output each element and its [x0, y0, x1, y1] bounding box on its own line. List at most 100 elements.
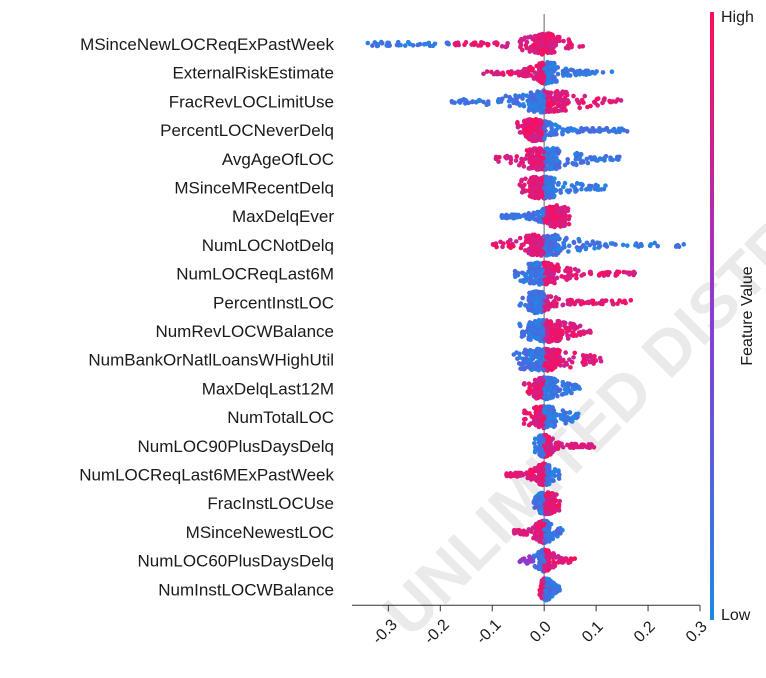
shap-point — [537, 135, 543, 141]
shap-point — [558, 212, 564, 217]
shap-point — [554, 211, 559, 216]
shap-point — [549, 473, 554, 478]
shap-point — [566, 560, 571, 566]
shap-point — [544, 48, 549, 53]
shap-point — [524, 93, 529, 98]
shap-point — [553, 223, 558, 228]
shap-point — [539, 269, 545, 274]
shap-point — [385, 41, 391, 46]
shap-point — [569, 332, 574, 338]
shap-point — [543, 393, 549, 399]
shap-point — [565, 73, 570, 78]
shap-point — [552, 560, 557, 565]
shap-point — [500, 70, 506, 76]
shap-point — [533, 404, 539, 410]
shap-point — [597, 129, 603, 134]
shap-point — [522, 272, 528, 278]
shap-point — [589, 357, 595, 363]
shap-point — [548, 322, 554, 327]
shap-point — [572, 382, 578, 388]
shap-point — [557, 559, 563, 565]
shap-point — [542, 410, 547, 415]
shap-point — [527, 347, 533, 353]
shap-point — [552, 100, 557, 106]
shap-point — [591, 444, 597, 450]
shap-point — [538, 295, 543, 300]
shap-point — [585, 355, 591, 361]
shap-point — [541, 521, 547, 527]
shap-point — [527, 137, 532, 142]
shap-point — [549, 507, 554, 513]
shap-point — [545, 217, 551, 222]
shap-point — [565, 206, 571, 211]
shap-point — [537, 479, 542, 485]
shap-point — [542, 125, 547, 131]
shap-point — [537, 104, 542, 110]
shap-point — [481, 71, 486, 77]
shap-point — [589, 157, 594, 162]
shap-point — [559, 205, 565, 211]
shap-point — [544, 70, 550, 76]
shap-point — [513, 158, 519, 163]
shap-point — [523, 559, 528, 564]
shap-point — [578, 332, 583, 338]
feature-label: MSinceMRecentDelq — [174, 179, 334, 198]
shap-point — [545, 417, 551, 423]
shap-point — [471, 40, 477, 46]
shap-point — [547, 248, 552, 254]
shap-point — [615, 157, 621, 162]
shap-point — [541, 328, 546, 333]
shap-point — [561, 240, 566, 246]
shap-point — [540, 318, 546, 323]
shap-point — [531, 290, 536, 295]
shap-point — [524, 532, 530, 537]
shap-point — [603, 298, 609, 303]
shap-point — [524, 216, 529, 221]
shap-point — [586, 328, 592, 334]
shap-point — [532, 34, 538, 39]
shap-point — [600, 70, 606, 75]
shap-point — [526, 307, 532, 313]
shap-point — [571, 355, 576, 360]
shap-point — [632, 270, 638, 276]
shap-point — [504, 153, 510, 159]
shap-point — [572, 441, 578, 447]
shap-point — [540, 478, 546, 483]
shap-point — [546, 477, 551, 482]
shap-point — [541, 136, 547, 142]
shap-point — [563, 325, 569, 331]
shap-point — [544, 470, 550, 475]
shap-point — [532, 267, 538, 272]
shap-point — [534, 127, 539, 133]
feature-label: NumLOCNotDelq — [202, 236, 334, 255]
shap-point — [516, 361, 522, 366]
shap-point — [550, 493, 556, 499]
shap-point — [539, 161, 544, 166]
shap-point — [526, 357, 532, 363]
shap-point — [449, 100, 455, 105]
shap-point — [551, 43, 556, 48]
shap-point — [533, 183, 538, 189]
shap-point — [551, 69, 556, 74]
shap-point — [552, 187, 558, 192]
shap-point — [552, 467, 558, 472]
shap-point — [476, 97, 482, 103]
shap-point — [549, 210, 555, 215]
shap-point — [537, 74, 543, 80]
shap-point — [444, 40, 450, 46]
shap-point — [540, 377, 546, 383]
shap-point — [517, 39, 523, 44]
shap-point — [549, 415, 555, 420]
shap-point — [521, 350, 527, 356]
shap-point — [571, 239, 577, 245]
shap-point — [535, 464, 541, 470]
shap-point — [554, 242, 560, 248]
shap-point — [565, 381, 570, 386]
shap-point — [602, 270, 607, 276]
shap-point — [557, 38, 562, 44]
shap-point — [535, 410, 541, 416]
shap-point — [539, 335, 544, 340]
shap-point — [572, 556, 578, 561]
shap-point — [543, 510, 548, 515]
